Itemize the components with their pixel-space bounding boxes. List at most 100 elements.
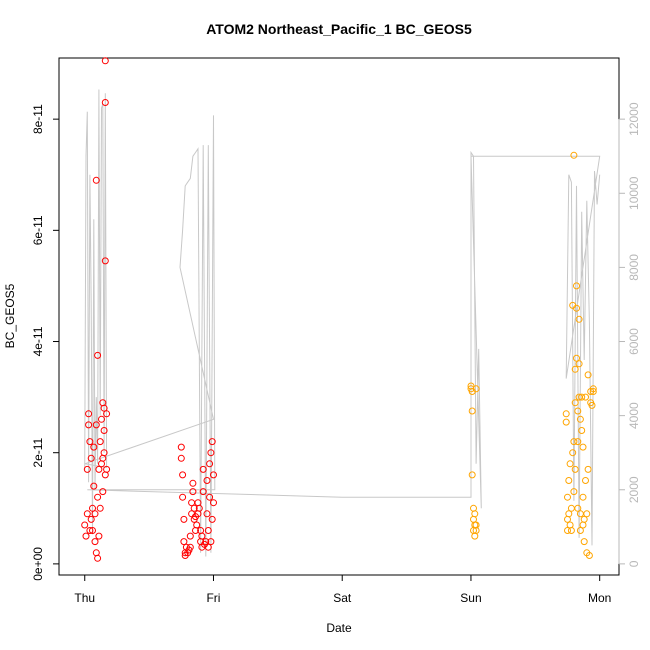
- data-point-series-1: [576, 415, 584, 423]
- data-point-series-1: [569, 449, 577, 457]
- data-point-series-0: [180, 515, 188, 523]
- data-point-series-1: [470, 515, 477, 523]
- data-point-series-1: [576, 510, 584, 518]
- data-point-series-0: [186, 532, 194, 540]
- chart-title: ATOM2 Northeast_Pacific_1 BC_GEOS5: [206, 21, 472, 37]
- x-tick-label: Sat: [333, 591, 352, 605]
- data-point-series-0: [204, 527, 212, 534]
- data-point-series-1: [582, 393, 589, 401]
- data-point-series-0: [198, 532, 206, 540]
- data-point-series-1: [565, 510, 573, 518]
- data-point-series-0: [103, 465, 111, 473]
- data-point-series-0: [85, 410, 93, 418]
- data-point-series-0: [199, 465, 207, 473]
- data-point-series-1: [578, 393, 586, 401]
- y2-tick-label: 12000: [627, 102, 641, 136]
- data-point-series-0: [91, 510, 99, 518]
- y2-tick-label: 6000: [627, 328, 641, 355]
- x-axis: Thu Fri Sat Sun Mon: [74, 574, 611, 605]
- data-point-series-1: [562, 418, 570, 426]
- data-point-series-1: [576, 527, 584, 534]
- data-point-series-0: [90, 482, 98, 490]
- y-tick-label: 4e-11: [31, 326, 45, 356]
- data-point-series-1: [471, 532, 479, 540]
- data-point-series-0: [101, 99, 109, 106]
- x-tick-label: Fri: [206, 591, 220, 605]
- data-point-series-1: [579, 493, 587, 501]
- data-point-series-0: [100, 427, 108, 434]
- data-point-series-1: [571, 465, 579, 473]
- data-point-series-0: [179, 493, 187, 501]
- y2-tick-label: 2000: [627, 476, 641, 503]
- data-point-series-0: [91, 538, 99, 546]
- secondary-line: [84, 89, 601, 557]
- data-point-series-1: [570, 151, 578, 159]
- data-point-series-1: [468, 407, 476, 415]
- data-point-series-0: [81, 521, 89, 529]
- data-point-series-0: [98, 415, 105, 423]
- data-point-series-1: [574, 407, 582, 415]
- data-point-series-1: [564, 493, 571, 501]
- data-point-series-1: [468, 471, 476, 479]
- y-tick-label: 8e-11: [31, 104, 45, 134]
- data-point-series-0: [188, 499, 196, 507]
- y-axis: 0e+00 2e-11 4e-11 6e-11 8e-11: [31, 104, 60, 581]
- data-point-series-1: [574, 504, 582, 512]
- data-point-series-1: [579, 521, 587, 529]
- data-point-series-1: [573, 282, 580, 290]
- data-point-series-0: [83, 465, 91, 473]
- data-point-series-1: [566, 460, 574, 468]
- y2-tick-label: 0: [627, 560, 641, 567]
- data-point-series-1: [589, 385, 597, 393]
- data-point-series-0: [86, 438, 94, 446]
- data-point-series-0: [96, 504, 104, 512]
- data-point-series-1: [567, 504, 575, 512]
- data-point-series-0: [92, 176, 100, 184]
- data-point-series-0: [101, 257, 109, 265]
- data-point-series-1: [575, 315, 583, 323]
- data-point-series-0: [177, 443, 185, 451]
- data-point-series-0: [94, 351, 102, 359]
- y2-axis: 0 2000 4000 6000 8000 10000 12000: [618, 102, 641, 567]
- data-point-series-0: [204, 543, 212, 551]
- data-point-series-0: [208, 438, 216, 446]
- data-point-series-1: [580, 515, 588, 523]
- data-point-series-1: [573, 354, 580, 362]
- data-point-series-0: [96, 438, 104, 446]
- data-point-series-0: [203, 477, 211, 484]
- x-tick-label: Mon: [588, 591, 611, 605]
- y-tick-label: 2e-11: [31, 437, 45, 467]
- data-point-series-0: [186, 543, 194, 551]
- secondary-line-layer: [84, 89, 601, 557]
- data-point-series-0: [203, 510, 211, 518]
- data-point-series-1: [565, 477, 573, 484]
- data-point-series-1: [567, 527, 575, 534]
- data-point-series-0: [207, 449, 215, 457]
- data-point-series-0: [95, 465, 103, 473]
- data-point-series-1: [472, 521, 480, 529]
- data-point-series-0: [190, 504, 198, 512]
- x-axis-label: Date: [326, 621, 352, 635]
- data-point-series-0: [86, 527, 94, 534]
- data-point-series-0: [87, 454, 95, 462]
- data-point-series-1: [564, 515, 571, 523]
- data-point-series-1: [583, 510, 591, 518]
- data-point-series-0: [189, 488, 197, 496]
- data-point-series-1: [574, 438, 582, 446]
- data-point-series-1: [588, 401, 596, 409]
- data-point-series-1: [575, 360, 583, 368]
- y2-tick-label: 4000: [627, 402, 641, 429]
- data-point-series-1: [584, 371, 592, 379]
- data-point-series-1: [571, 399, 579, 407]
- data-point-series-0: [95, 532, 103, 540]
- data-point-series-1: [589, 388, 597, 395]
- x-tick-label: Thu: [74, 591, 95, 605]
- data-point-series-1: [570, 488, 578, 496]
- data-point-series-0: [89, 527, 96, 534]
- data-point-series-0: [193, 521, 201, 529]
- data-point-series-0: [206, 493, 214, 501]
- x-tick-label: Sun: [460, 591, 481, 605]
- points-layer: [81, 57, 597, 562]
- data-point-series-0: [101, 57, 109, 65]
